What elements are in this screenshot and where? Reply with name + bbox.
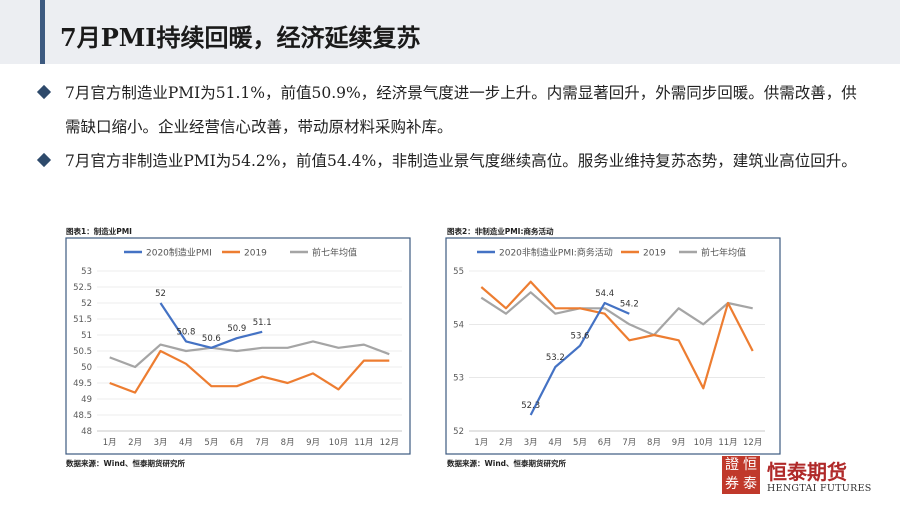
brand-seal: 證恒 券泰 [722,456,760,494]
x-tick-label: 1月 [103,438,117,448]
x-tick-label: 7月 [255,438,269,448]
y-tick-label: 52 [81,299,92,309]
y-tick-label: 55 [453,267,464,277]
brand-logo: 證恒 券泰 恒泰期货 HENGTAI FUTURES [722,456,892,498]
y-tick-label: 53 [81,267,92,277]
legend-label: 2019 [244,249,267,259]
data-label: 51.1 [253,318,272,328]
title-bar: 7月PMI持续回暖，经济延续复苏 [0,0,900,64]
data-label: 52.3 [521,401,540,411]
data-label: 52 [155,289,166,299]
y-tick-label: 53 [453,374,464,384]
series-line [480,280,754,390]
series-line [109,349,390,394]
x-tick-label: 10月 [694,438,713,448]
diamond-bullet-icon [36,152,52,168]
y-tick-label: 50.5 [73,347,92,357]
data-label: 54.2 [620,300,639,310]
data-label: 50.9 [227,324,246,334]
y-tick-label: 51.5 [73,315,92,325]
x-tick-label: 5月 [573,438,587,448]
series-line [480,291,753,337]
bullet-list: 7月官方制造业PMI为51.1%，前值50.9%，经济景气度进一步上升。内需显著… [36,76,858,178]
chart-title: 图表2：非制造业PMI:商务活动 [447,226,554,236]
series-line [109,340,390,369]
legend-label: 前七年均值 [701,247,746,259]
legend-label: 2020非制造业PMI:商务活动 [499,247,613,259]
x-tick-label: 4月 [179,438,193,448]
bullet-text: 7月官方非制造业PMI为54.2%，前值54.4%，非制造业景气度继续高位。服务… [65,152,857,170]
chart-frame [445,237,781,455]
x-tick-label: 9月 [672,438,686,448]
bullet-non-manufacturing-pmi: 7月官方非制造业PMI为54.2%，前值54.4%，非制造业景气度继续高位。服务… [36,144,858,178]
x-tick-label: 2月 [499,438,513,448]
bullet-manufacturing-pmi: 7月官方制造业PMI为51.1%，前值50.9%，经济景气度进一步上升。内需显著… [36,76,858,144]
series-line [159,302,263,349]
data-label: 50.6 [202,334,221,344]
x-tick-label: 8月 [281,438,295,448]
x-tick-label: 2月 [128,438,142,448]
x-tick-label: 1月 [474,438,488,448]
x-tick-label: 3月 [154,438,168,448]
y-tick-label: 51 [81,331,92,341]
x-tick-label: 12月 [743,438,762,448]
x-tick-label: 4月 [548,438,562,448]
y-tick-label: 49 [81,395,92,405]
chart-manufacturing-pmi: 图表1：制造业PMI 数据来源：Wind、恒泰期货研究所 2020制造业PMI 201… [62,226,414,472]
x-tick-label: 7月 [622,438,636,448]
y-tick-label: 52 [453,427,464,437]
data-label: 54.4 [595,289,614,299]
x-tick-label: 9月 [306,438,320,448]
y-tick-label: 52.5 [73,283,92,293]
data-label: 50.8 [176,327,195,337]
y-tick-label: 49.5 [73,379,92,389]
x-tick-label: 10月 [329,438,348,448]
brand-english-name: HENGTAI FUTURES [767,483,872,494]
series-line [529,301,630,416]
y-tick-label: 50 [81,363,92,373]
x-tick-label: 12月 [380,438,399,448]
page-title: 7月PMI持续回暖，经济延续复苏 [60,23,421,52]
chart-manufacturing-pmi-svg: 图表1：制造业PMI 数据来源：Wind、恒泰期货研究所 2020制造业PMI 201… [65,226,411,468]
title-accent-bar [40,0,45,64]
bullet-text: 7月官方制造业PMI为51.1%，前值50.9%，经济景气度进一步上升。内需显著… [65,84,857,136]
y-tick-label: 48.5 [73,411,92,421]
brand-name: 恒泰期货 [767,460,847,484]
chart-non-manufacturing-pmi: 图表2：非制造业PMI:商务活动数据来源：Wind、恒泰期货研究所 2020非制造… [443,226,783,472]
x-tick-label: 6月 [230,438,244,448]
legend-label: 前七年均值 [312,247,357,259]
y-tick-label: 48 [81,427,92,437]
chart-source: 数据来源：Wind、恒泰期货研究所 [447,458,567,468]
diamond-bullet-icon [36,84,52,100]
x-tick-label: 11月 [354,438,373,448]
legend-label: 2020制造业PMI [146,247,212,259]
y-tick-label: 54 [453,320,464,330]
x-tick-label: 6月 [598,438,612,448]
data-label: 53.6 [571,332,590,342]
chart-title: 图表1：制造业PMI [66,226,132,236]
chart-source: 数据来源：Wind、恒泰期货研究所 [66,458,186,468]
legend-label: 2019 [643,249,666,259]
x-tick-label: 3月 [524,438,538,448]
x-tick-label: 8月 [647,438,661,448]
x-tick-label: 5月 [204,438,218,448]
x-tick-label: 11月 [718,438,737,448]
data-label: 53.2 [546,353,565,363]
